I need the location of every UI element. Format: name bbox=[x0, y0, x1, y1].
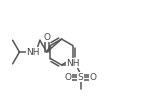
Text: S: S bbox=[78, 73, 84, 82]
Text: NH: NH bbox=[66, 59, 80, 68]
Text: O: O bbox=[43, 33, 50, 42]
Text: O: O bbox=[65, 73, 72, 82]
Text: O: O bbox=[90, 73, 97, 82]
Text: NH: NH bbox=[26, 48, 40, 56]
